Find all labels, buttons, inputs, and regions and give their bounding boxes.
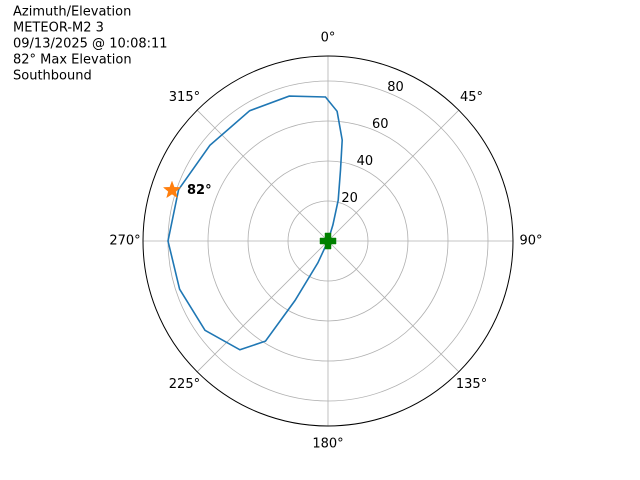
title-line: 82° Max Elevation <box>13 53 132 68</box>
title-line: METEOR-M2 3 <box>13 21 104 36</box>
grid-spoke <box>327 240 460 373</box>
theta-tick-label: 180° <box>312 437 343 452</box>
start-plus <box>319 232 337 250</box>
track-line <box>167 95 344 351</box>
grid-spoke <box>196 240 329 373</box>
grid-spoke <box>327 109 460 242</box>
theta-tick-label: 135° <box>456 377 487 392</box>
theta-tick-label: 315° <box>169 90 200 105</box>
outer-frame <box>142 55 514 427</box>
r-tick-label: 20 <box>341 191 358 206</box>
theta-tick-label: 0° <box>321 31 336 46</box>
title-line: 09/13/2025 @ 10:08:11 <box>13 37 168 52</box>
title-line: Azimuth/Elevation <box>13 5 131 20</box>
theta-tick-label: 270° <box>109 234 140 249</box>
theta-tick-label: 90° <box>519 234 542 249</box>
grid-spoke <box>196 109 329 242</box>
r-tick-label: 60 <box>372 117 389 132</box>
r-tick-label: 40 <box>357 154 374 169</box>
r-tick-label: 80 <box>387 80 404 95</box>
title-line: Southbound <box>13 69 92 84</box>
theta-tick-label: 225° <box>169 377 200 392</box>
max-elevation-star <box>162 180 182 199</box>
data-label: 82° <box>187 183 212 198</box>
theta-tick-label: 45° <box>460 90 483 105</box>
